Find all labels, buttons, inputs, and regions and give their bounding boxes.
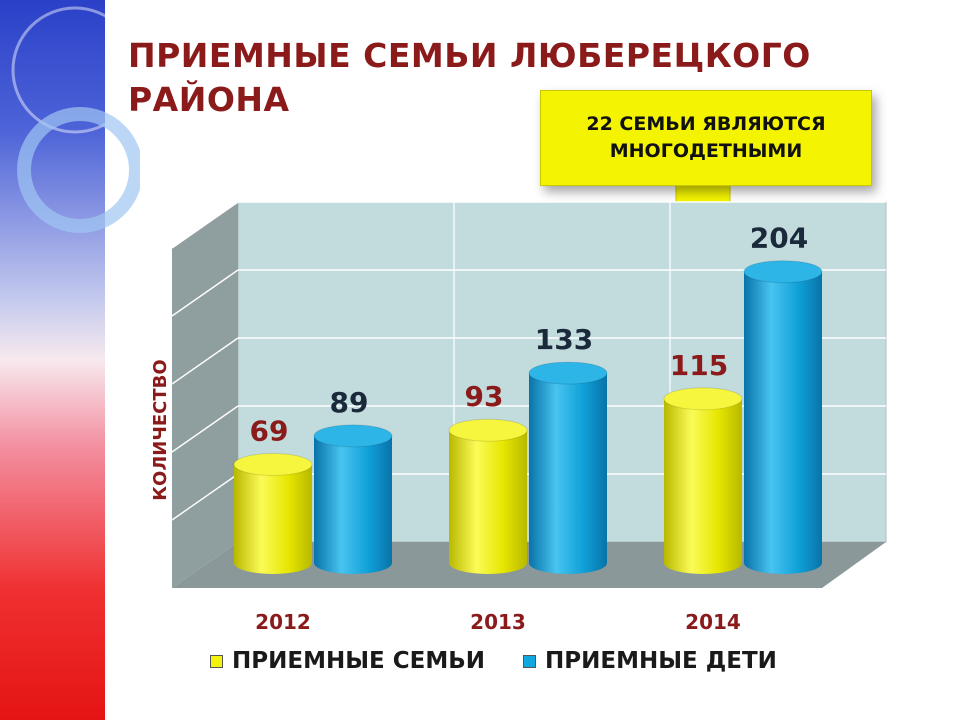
legend-marker-families — [210, 654, 223, 668]
data-label-children-2012: 89 — [330, 386, 369, 419]
data-label-children-2013: 133 — [535, 323, 593, 356]
gridline-side — [171, 269, 239, 317]
legend-item-families: ПРИЕМНЫЕ СЕМЬИ — [210, 648, 485, 674]
legend-label-children: ПРИЕМНЫЕ ДЕТИ — [545, 648, 777, 674]
data-label-families-2013: 93 — [465, 380, 504, 413]
slide-title-line-1: ПРИЕМНЫЕ СЕМЬИ ЛЮБЕРЕЦКОГО — [128, 36, 811, 75]
callout-box: 22 СЕМЬИ ЯВЛЯЮТСЯ МНОГОДЕТНЫМИ — [540, 90, 872, 186]
chart-bars — [233, 260, 823, 574]
chart-side-wall — [172, 202, 238, 588]
bar-families-2012 — [233, 452, 313, 574]
bar-families-2014 — [663, 387, 743, 574]
y-axis-title: КОЛИЧЕСТВО — [150, 359, 171, 500]
gridline-side — [171, 473, 239, 521]
legend-label-families: ПРИЕМНЫЕ СЕМЬИ — [232, 648, 486, 674]
data-label-families-2012: 69 — [250, 414, 289, 447]
chart-legend: ПРИЕМНЫЕ СЕМЬИ ПРИЕМНЫЕ ДЕТИ — [210, 648, 815, 674]
bar-children-2013 — [528, 361, 608, 574]
data-label-children-2014: 204 — [750, 222, 808, 255]
x-tick-label-2013: 2013 — [470, 610, 526, 634]
data-label-families-2014: 115 — [670, 349, 728, 382]
chart-labels: 69 89 2012 93 133 2013 115 204 2014 — [250, 222, 809, 634]
slide-title-line-2: РАЙОНА — [128, 80, 290, 119]
gridline-side — [171, 201, 239, 249]
x-tick-label-2012: 2012 — [255, 610, 311, 634]
legend-item-children: ПРИЕМНЫЕ ДЕТИ — [523, 648, 777, 674]
gridline-side — [171, 337, 239, 385]
bar-families-2013 — [448, 418, 528, 574]
bar-children-2012 — [313, 424, 393, 574]
gridline-side — [171, 405, 239, 453]
x-tick-label-2014: 2014 — [685, 610, 741, 634]
bar-children-2014 — [743, 260, 823, 574]
decorative-rings — [11, 6, 140, 233]
legend-marker-children — [523, 654, 537, 668]
